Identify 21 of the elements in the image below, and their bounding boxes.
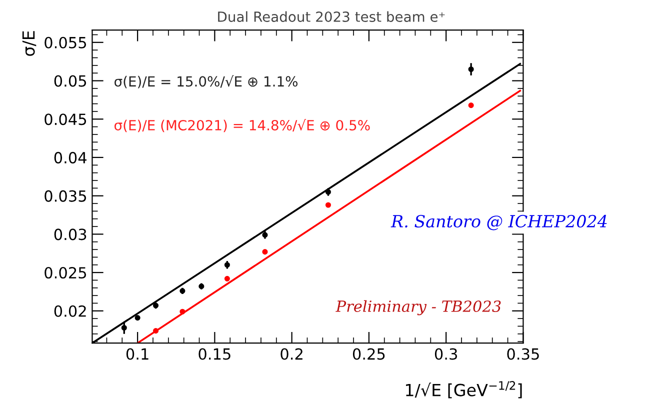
y-tick-label: 0.045 [44, 114, 86, 126]
annotation: R. Santoro @ ICHEP2024 [390, 214, 607, 230]
annotation: Preliminary - TB2023 [336, 300, 501, 316]
x-tick-label: 0.2 [280, 348, 302, 360]
x-tick-label: 0.1 [126, 348, 148, 360]
y-tick-label: 0.035 [44, 190, 86, 202]
y-tick-label: 0.05 [54, 75, 86, 87]
x-axis-title: 1/√E [GeV$^{−1/2}$] [406, 381, 522, 398]
annotation: σ(E)/E (MC2021) = 14.8%/√E ⊕ 0.5% [114, 119, 370, 132]
x-tick-label: 0.3 [434, 348, 457, 360]
y-tick-label: 0.025 [44, 266, 86, 279]
annotation: σ(E)/E = 15.0%/√E ⊕ 1.1% [114, 75, 298, 88]
y-tick-label: 0.04 [54, 152, 86, 164]
y-tick-label: 0.02 [54, 305, 86, 317]
y-axis-title: σ/E [22, 31, 36, 56]
y-tick-label: 0.03 [54, 228, 86, 240]
x-tick-label: 0.35 [507, 348, 539, 360]
chart-title: Dual Readout 2023 test beam e⁺ [218, 11, 445, 22]
x-tick-label: 0.15 [198, 348, 230, 360]
x-tick-label: 0.25 [352, 348, 385, 360]
y-tick-label: 0.055 [44, 36, 86, 48]
